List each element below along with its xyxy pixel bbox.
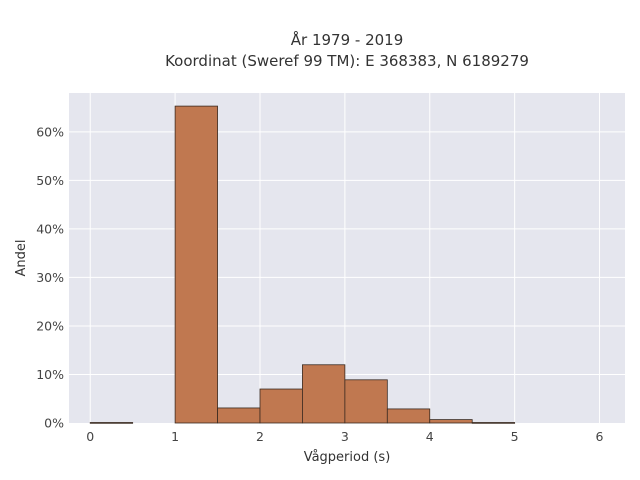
histogram-bar [89, 422, 134, 424]
chart-title-line-2: Koordinat (Sweref 99 TM): E 368383, N 61… [165, 52, 529, 70]
x-axis-label: Vågperiod (s) [304, 450, 391, 465]
grid-lines [69, 93, 625, 423]
chart-title-line-1: År 1979 - 2019 [291, 30, 404, 49]
x-tick-label: 6 [596, 429, 604, 444]
y-tick-label: 40% [36, 221, 64, 236]
y-axis-label: Andel [14, 240, 29, 277]
x-tick-label: 2 [256, 429, 264, 444]
tick-labels: 0% 10% 20% 30% 40% 50% 60% 0 1 2 3 4 5 6 [36, 124, 603, 444]
plot-area [69, 93, 625, 423]
histogram-bar [344, 379, 388, 424]
histogram-bar [174, 105, 218, 424]
bars [89, 105, 516, 424]
histogram-bar [471, 422, 516, 424]
y-tick-label: 50% [36, 173, 64, 188]
histogram-bar [429, 419, 473, 424]
x-tick-label: 0 [86, 429, 94, 444]
y-tick-label: 60% [36, 124, 64, 139]
y-tick-label: 10% [36, 367, 64, 382]
x-tick-label: 1 [171, 429, 179, 444]
x-tick-label: 5 [511, 429, 519, 444]
x-tick-label: 4 [426, 429, 434, 444]
histogram-bar [259, 388, 303, 424]
histogram-bar [386, 408, 431, 424]
y-tick-label: 30% [36, 270, 64, 285]
histogram-bar [302, 364, 346, 424]
y-tick-label: 0% [44, 416, 64, 431]
y-tick-label: 20% [36, 318, 64, 333]
histogram-bar [217, 407, 261, 424]
x-tick-label: 3 [341, 429, 349, 444]
